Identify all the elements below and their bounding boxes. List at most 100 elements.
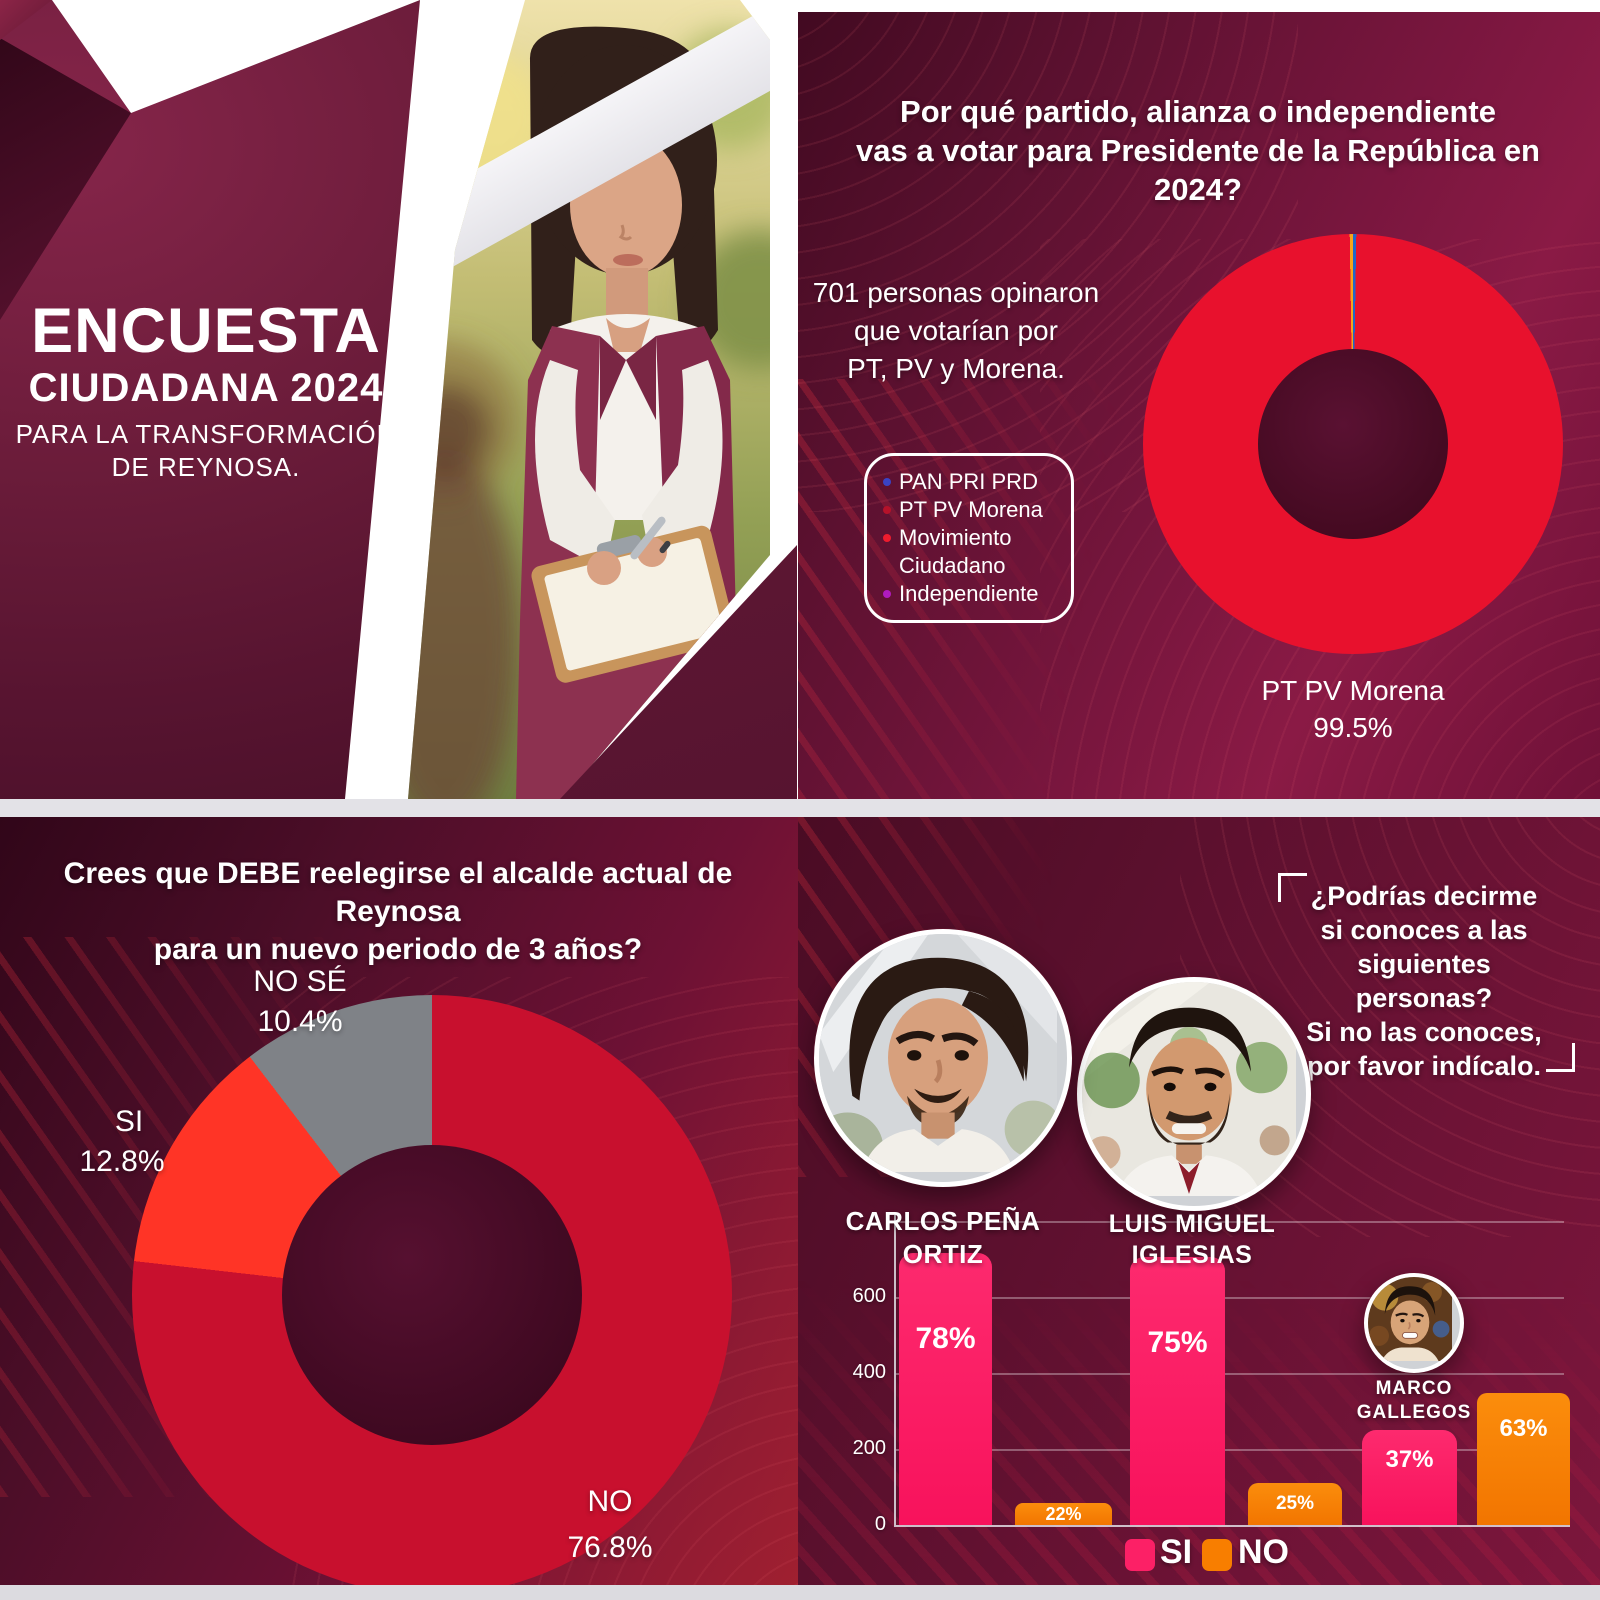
x-axis-line bbox=[894, 1525, 1570, 1527]
slice-value-nose: 10.4% bbox=[257, 1005, 343, 1038]
bar-value-label: 37% bbox=[1385, 1446, 1434, 1473]
cover-panel: ENCUESTA CIUDADANA 2024 PARA LA TRANSFOR… bbox=[0, 0, 798, 799]
marco-avatar bbox=[1368, 1277, 1452, 1361]
cover-title-block: ENCUESTA CIUDADANA 2024 PARA LA TRANSFOR… bbox=[0, 298, 412, 484]
y-axis-line bbox=[894, 1215, 896, 1525]
recognition-question: ¿Podrías decirme si conoces a las siguie… bbox=[1290, 879, 1558, 1083]
president-note: 701 personas opinaron que votarían por P… bbox=[806, 274, 1106, 388]
portrait-carlos-pena-ortiz bbox=[814, 929, 1072, 1187]
president-note-line1: 701 personas opinaron bbox=[812, 277, 1100, 308]
y-tick-200: 200 bbox=[852, 1437, 886, 1459]
name-line: CARLOS PEÑA bbox=[845, 1206, 1041, 1236]
name-line: ORTIZ bbox=[902, 1239, 984, 1269]
carlos-avatar bbox=[819, 934, 1062, 1182]
mayor-donut-chart bbox=[132, 995, 732, 1595]
mayor-panel: Crees que DEBE reelegirse el alcalde act… bbox=[0, 817, 798, 1600]
legend-bullet-movimiento bbox=[883, 534, 891, 542]
question-bracket-top-left bbox=[1278, 873, 1307, 902]
slice-label-nose: NO SÉ bbox=[253, 965, 347, 998]
luis-avatar bbox=[1082, 982, 1296, 1196]
name-carlos: CARLOS PEÑA ORTIZ bbox=[798, 1205, 1088, 1271]
president-question-line2: vas a votar para Presidente de la Repúbl… bbox=[855, 133, 1540, 207]
president-winner-label: PT PV Morena 99.5% bbox=[1193, 672, 1513, 746]
mayor-question: Crees que DEBE reelegirse el alcalde act… bbox=[18, 855, 778, 969]
bar-value-label: 22% bbox=[1045, 1504, 1082, 1524]
legend-item: Independiente bbox=[873, 580, 1063, 608]
legend-item: Movimiento bbox=[873, 524, 1063, 552]
portrait-luis-miguel-iglesias bbox=[1077, 977, 1311, 1211]
legend-bullet-independiente bbox=[883, 590, 891, 598]
legend-label: PAN PRI PRD bbox=[899, 469, 1038, 494]
name-marco: MARCO GALLEGOS bbox=[1344, 1377, 1484, 1425]
bar-value-label: 63% bbox=[1499, 1415, 1548, 1442]
gridline-800 bbox=[896, 1221, 1564, 1223]
legend-label: Ciudadano bbox=[899, 553, 1006, 578]
winner-percent: 99.5% bbox=[1313, 712, 1393, 743]
legend-label-si: SI bbox=[1160, 1533, 1193, 1571]
portrait-marco-gallegos bbox=[1364, 1273, 1464, 1373]
name-line: IGLESIAS bbox=[1131, 1241, 1253, 1269]
y-tick-400: 400 bbox=[852, 1361, 886, 1383]
bar-marco-no: 63% bbox=[1477, 1393, 1570, 1525]
recognition-panel: ¿Podrías decirme si conoces a las siguie… bbox=[798, 817, 1600, 1600]
cover-subtitle-line1: PARA LA TRANSFORMACIÓN bbox=[15, 419, 397, 449]
gridline-200 bbox=[896, 1449, 1564, 1451]
president-question: Por qué partido, alianza o independiente… bbox=[838, 92, 1558, 209]
president-note-line3: PT, PV y Morena. bbox=[847, 353, 1065, 384]
name-line: MARCO bbox=[1375, 1378, 1453, 1399]
horizontal-divider bbox=[0, 799, 1600, 817]
legend-bullet-pan-pri-prd bbox=[883, 478, 891, 486]
gridline-400 bbox=[896, 1373, 1564, 1375]
question-bracket-bottom-right bbox=[1546, 1043, 1575, 1072]
y-tick-600: 600 bbox=[852, 1285, 886, 1307]
slice-label-no: NO bbox=[587, 1485, 633, 1518]
legend-item: PAN PRI PRD bbox=[873, 468, 1063, 496]
legend-label-no: NO bbox=[1238, 1533, 1289, 1571]
name-luis: LUIS MIGUEL IGLESIAS bbox=[1062, 1209, 1322, 1271]
bar-carlos-si: 78% bbox=[899, 1253, 992, 1525]
name-line: GALLEGOS bbox=[1356, 1402, 1472, 1423]
gridline-600 bbox=[896, 1297, 1564, 1299]
cover-title-line1: ENCUESTA bbox=[31, 296, 381, 366]
donut-hole bbox=[282, 1145, 582, 1445]
bar-value-label: 25% bbox=[1275, 1493, 1315, 1514]
recognition-question-line5: por favor indícalo. bbox=[1306, 1051, 1542, 1081]
president-legend: PAN PRI PRD PT PV Morena Movimiento Ciud… bbox=[864, 453, 1074, 623]
legend-label: Independiente bbox=[899, 581, 1039, 606]
bottom-gray-band bbox=[0, 1585, 1600, 1600]
cover-subtitle-line2: DE REYNOSA. bbox=[111, 452, 301, 482]
president-donut-chart bbox=[1143, 234, 1563, 654]
bar-marco-si: 37% bbox=[1362, 1430, 1457, 1525]
president-note-line2: que votarían por bbox=[854, 315, 1058, 346]
name-line: LUIS MIGUEL bbox=[1108, 1210, 1276, 1238]
slice-value-no: 76.8% bbox=[567, 1531, 653, 1564]
y-tick-0: 0 bbox=[874, 1513, 886, 1535]
bar-value-label: 75% bbox=[1147, 1326, 1208, 1359]
legend-item: PT PV Morena bbox=[873, 496, 1063, 524]
bar-carlos-no: 22% bbox=[1015, 1503, 1112, 1525]
slice-label-si: SI bbox=[114, 1105, 144, 1138]
recognition-question-line1: ¿Podrías decirme bbox=[1310, 881, 1538, 911]
bar-luis-no: 25% bbox=[1248, 1483, 1342, 1525]
mayor-question-line2: para un nuevo periodo de 3 años? bbox=[153, 933, 643, 966]
recognition-question-line3: siguientes personas? bbox=[1355, 949, 1493, 1013]
donut-hole bbox=[1258, 349, 1448, 539]
president-question-line1: Por qué partido, alianza o independiente bbox=[900, 94, 1496, 129]
legend-item: Ciudadano bbox=[873, 552, 1063, 580]
legend-label: Movimiento bbox=[899, 525, 1012, 550]
legend-swatch-no bbox=[1202, 1539, 1232, 1571]
legend-label: PT PV Morena bbox=[899, 497, 1043, 522]
mayor-question-line1: Crees que DEBE reelegirse el alcalde act… bbox=[63, 857, 733, 928]
bar-value-label: 78% bbox=[915, 1322, 976, 1355]
legend-swatch-si bbox=[1125, 1539, 1155, 1571]
slice-value-si: 12.8% bbox=[79, 1145, 165, 1178]
cover-title-line2: CIUDADANA 2024 bbox=[28, 366, 384, 410]
winner-party: PT PV Morena bbox=[1261, 675, 1445, 706]
legend-bullet-none bbox=[883, 562, 891, 570]
president-panel: Por qué partido, alianza o independiente… bbox=[798, 12, 1600, 799]
recognition-question-line4: Si no las conoces, bbox=[1306, 1017, 1542, 1047]
bar-luis-si: 75% bbox=[1130, 1257, 1225, 1525]
recognition-question-line2: si conoces a las bbox=[1320, 915, 1528, 945]
legend-bullet-pt-pv-morena bbox=[883, 506, 891, 514]
